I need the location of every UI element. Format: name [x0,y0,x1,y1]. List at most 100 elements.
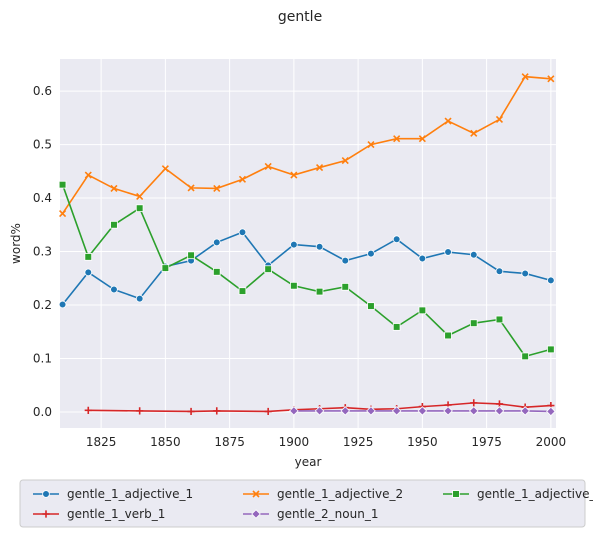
data-point [135,294,144,303]
x-tick-labels: 1825 1850 1875 1900 1925 1950 1975 2000 [86,435,566,449]
data-point [443,406,453,416]
legend-marker [251,509,261,519]
data-point [341,283,350,291]
data-point [212,268,221,276]
data-point [110,285,118,294]
series-line [88,402,551,413]
legend-item: gentle_2_noun_1 [243,507,378,521]
data-point [366,406,376,416]
data-point [213,184,221,192]
legend-box [19,479,586,528]
data-point [213,407,221,415]
data-point [418,306,427,315]
legend-item: gentle_1_verb_1 [33,507,165,521]
data-point [187,251,195,260]
data-point [212,238,221,247]
series-gentle-1-adjective-3 [58,180,555,361]
data-point [289,406,299,416]
legend-label: gentle_1_adjective_1 [67,487,193,501]
data-point [468,406,479,416]
data-point [546,406,556,417]
legend-marker [42,490,50,498]
data-point [495,315,504,324]
x-tick-label: 1825 [86,435,117,449]
data-point [135,204,144,213]
legend-label: gentle_2_noun_1 [277,507,378,521]
data-point [58,180,67,189]
legend-label: gentle_1_verb_1 [67,507,165,521]
data-point [84,253,93,261]
data-point [393,135,401,143]
y-tick-label: 0.4 [33,191,52,205]
data-point [314,406,325,416]
series [58,73,556,417]
legend-item: gentle_1_adjective_3 [443,487,593,501]
data-point [418,135,426,143]
data-point [315,163,324,172]
data-point [290,171,298,179]
data-point [84,268,93,277]
legend-item: gentle_1_adjective_2 [243,487,403,501]
data-point [161,165,169,173]
data-point [392,235,401,244]
y-tick-label: 0.3 [33,245,52,259]
series-gentle-2-noun-1 [289,406,556,417]
x-tick-label: 1900 [279,435,310,449]
legend: gentle_1_adjective_1 gentle_1_adjective_2… [19,479,593,528]
data-point [110,184,118,192]
data-point [367,249,375,258]
data-point [367,140,375,149]
grid [60,59,556,428]
data-point [238,175,247,183]
x-tick-label: 1850 [150,435,181,449]
data-point [315,242,324,251]
series-gentle-1-adjective-2 [59,73,555,218]
y-tick-label: 0.2 [33,298,52,312]
data-point [84,171,92,179]
series-line [61,184,552,358]
y-axis-label: word% [9,223,23,264]
legend-item: gentle_1_adjective_1 [33,487,193,501]
series-line [61,75,551,214]
x-tick-label: 1975 [471,435,502,449]
y-tick-labels: 0.0 0.1 0.2 0.3 0.4 0.5 0.6 [33,84,52,419]
x-tick-label: 1875 [214,435,245,449]
data-point [136,407,144,415]
data-point [238,287,247,295]
data-point [547,75,555,83]
data-point [367,302,375,310]
data-point [290,281,298,290]
series-line [61,231,552,305]
data-point [84,406,92,414]
data-point [264,407,272,416]
data-point [521,269,529,278]
data-point [59,209,67,218]
data-point [315,287,324,296]
data-point [469,250,478,259]
data-point [444,248,452,256]
data-point [547,345,555,354]
legend-label: gentle_1_adjective_3 [477,487,593,501]
data-point [110,220,118,229]
data-point [264,265,272,273]
data-point [494,406,505,416]
data-point [521,73,529,81]
data-point [521,352,529,361]
series-gentle-1-adjective-1 [58,228,555,309]
data-point [469,319,478,327]
data-point [290,240,298,249]
data-point [520,406,530,416]
y-tick-label: 0.6 [33,84,52,98]
data-point [238,228,247,237]
data-point [264,162,272,171]
x-tick-label: 1925 [343,435,374,449]
legend-marker [42,510,50,518]
legend-marker [252,490,260,498]
x-tick-label: 2000 [536,435,567,449]
y-tick-label: 0.0 [33,405,52,419]
y-tick-label: 0.1 [33,351,52,365]
chart-title: gentle [278,9,322,25]
data-point [470,399,478,407]
data-point [340,406,351,416]
data-point [495,267,504,276]
